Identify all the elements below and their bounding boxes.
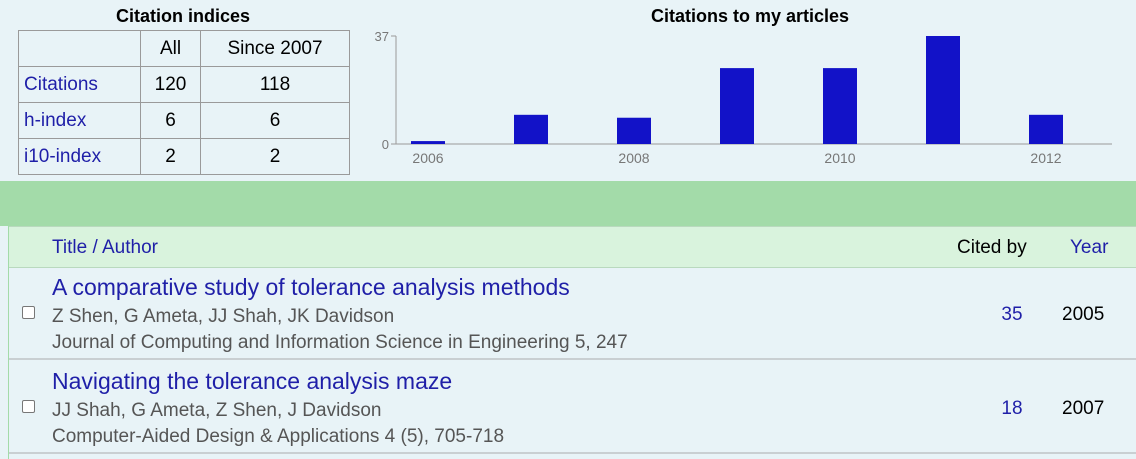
bar-2012	[1029, 114, 1063, 144]
bar-2010	[823, 68, 857, 144]
citation-summary: Citation indices All Since 2007 Citation…	[0, 0, 1136, 181]
table-row: Citations 120 118	[18, 66, 350, 103]
citations-all: 120	[140, 66, 201, 103]
h-index-since: 6	[200, 102, 350, 139]
bar-2006	[411, 141, 445, 144]
bar-2011	[926, 36, 960, 144]
i10-index-all: 2	[140, 138, 201, 175]
table-row: h-index 6 6	[18, 102, 350, 139]
article-venue: Computer-Aided Design & Applications 4 (…	[52, 426, 505, 447]
citations-label[interactable]: Citations	[18, 66, 141, 103]
chart-title: Citations to my articles	[650, 6, 850, 26]
title-author-sort-link[interactable]: Title / Author	[52, 237, 158, 258]
cited-by-link[interactable]: 18	[1001, 398, 1023, 419]
citations-since: 118	[200, 66, 350, 103]
x-tick-label: 2006	[412, 150, 443, 166]
table-row: A comparative study of tolerance analysi…	[9, 266, 1136, 360]
article-year: 2007	[1062, 398, 1105, 419]
select-checkbox[interactable]	[22, 306, 35, 319]
x-tick-label: 2012	[1030, 150, 1061, 166]
table-row: i10-index 2 2	[18, 138, 350, 175]
results-table: Title / Author Cited by Year A comparati…	[8, 226, 1136, 459]
y-tick-label: 0	[382, 137, 389, 152]
article-title-link[interactable]: Navigating the tolerance analysis maze	[52, 368, 453, 394]
i10-index-label[interactable]: i10-index	[18, 138, 141, 175]
h-index-label[interactable]: h-index	[18, 102, 141, 139]
citations-bar-chart: 37 0 2006 2008 2010 2012	[375, 29, 1112, 166]
article-authors: JJ Shah, G Ameta, Z Shen, J Davidson	[52, 400, 382, 421]
article-venue: Journal of Computing and Information Sci…	[52, 332, 628, 353]
table-row: Navigating the tolerance analysis maze J…	[9, 360, 1136, 454]
table-header-row: All Since 2007	[18, 30, 350, 67]
bar-2008	[617, 117, 651, 144]
header-empty	[18, 30, 141, 67]
y-tick-label: 37	[375, 29, 389, 44]
cited-by-header: Cited by	[957, 237, 1027, 258]
article-title-link[interactable]: A comparative study of tolerance analysi…	[52, 274, 570, 300]
cited-by-link[interactable]: 35	[1001, 304, 1023, 325]
year-sort-link[interactable]: Year	[1070, 237, 1109, 258]
x-tick-label: 2008	[618, 150, 649, 166]
bar-2009	[720, 68, 754, 144]
results-header: Title / Author Cited by Year	[9, 226, 1136, 268]
citation-indices-table: All Since 2007 Citations 120 118 h-index…	[18, 30, 350, 175]
green-band	[0, 181, 1136, 226]
select-checkbox[interactable]	[22, 400, 35, 413]
bar-2007	[514, 114, 548, 144]
citation-indices-title: Citation indices	[115, 6, 250, 26]
i10-index-since: 2	[200, 138, 350, 175]
article-year: 2005	[1062, 304, 1105, 325]
x-tick-label: 2010	[824, 150, 855, 166]
header-since-2007: Since 2007	[200, 30, 350, 67]
article-authors: Z Shen, G Ameta, JJ Shah, JK Davidson	[52, 306, 395, 327]
h-index-all: 6	[140, 102, 201, 139]
header-all: All	[140, 30, 201, 67]
